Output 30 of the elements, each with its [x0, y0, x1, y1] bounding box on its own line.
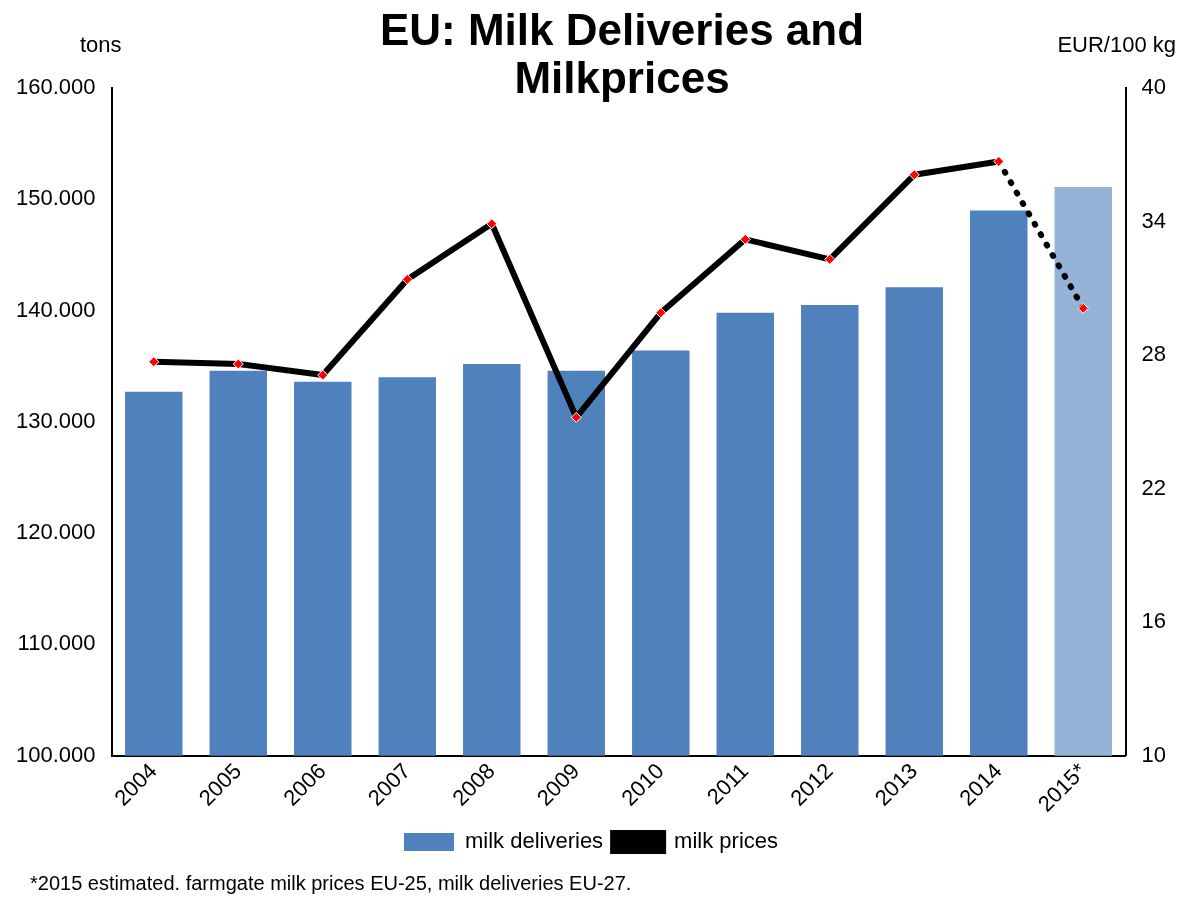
y-axis-title: tons: [80, 32, 122, 58]
y2-axis-title: EUR/100 kg: [1057, 32, 1176, 58]
y2-tick-label: 34: [1141, 207, 1167, 233]
point: [739, 233, 751, 245]
point: [908, 169, 920, 181]
legend-label: milk deliveries: [464, 828, 604, 854]
text: *2015 estimated. farmgate milk prices EU-25, milk deliveries EU-27.: [30, 872, 632, 895]
y-tick-label: 150.000: [15, 185, 96, 211]
point: [570, 411, 582, 423]
y2-tick-label: 22: [1141, 474, 1167, 500]
y2-tick-label: 10: [1141, 741, 1167, 767]
point: [148, 356, 160, 368]
y2-tick-label: 40: [1141, 74, 1167, 100]
point: [486, 218, 498, 230]
y2-tick-label: 16: [1141, 608, 1167, 634]
y-tick-label: 110.000: [17, 630, 96, 656]
y2-tick-label: 28: [1141, 341, 1167, 367]
point: [1077, 302, 1089, 314]
point: [401, 273, 413, 285]
y-tick-label: 160.000: [15, 74, 96, 100]
chart-title: EU: Milk Deliveries and Milkprices: [378, 5, 866, 102]
y-tick-label: 130.000: [15, 407, 96, 433]
y-tick-label: 140.000: [15, 296, 96, 322]
point: [232, 358, 244, 370]
point: [317, 369, 329, 381]
point: [824, 253, 836, 265]
point: [655, 307, 667, 319]
legend-label: milk prices: [674, 828, 779, 854]
y-tick-label: 120.000: [15, 519, 96, 545]
y-tick-label: 100.000: [15, 741, 96, 767]
